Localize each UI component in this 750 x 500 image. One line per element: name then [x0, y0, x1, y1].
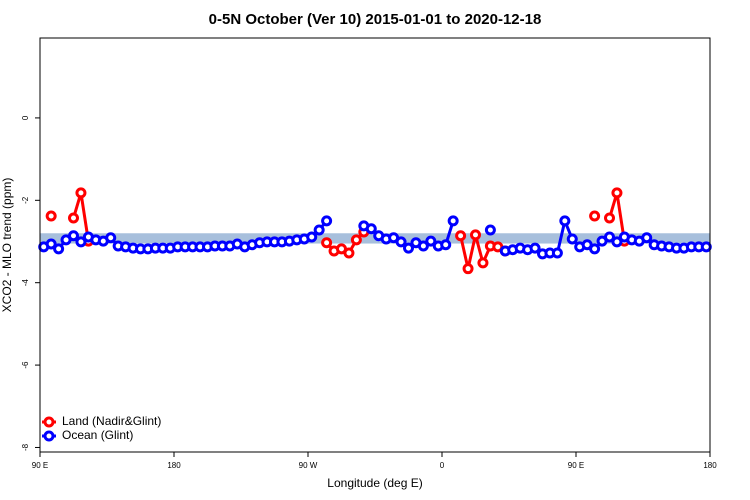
- point: [350, 234, 362, 246]
- x-tick-label: 0: [440, 461, 445, 470]
- point: [559, 215, 571, 227]
- point: [589, 210, 601, 222]
- x-tick-label: 90 W: [299, 461, 318, 470]
- x-tick-label: 90 E: [32, 461, 48, 470]
- point: [403, 242, 414, 254]
- point: [470, 229, 481, 241]
- point: [75, 236, 87, 248]
- point: [589, 243, 601, 255]
- chart-title: 0-5N October (Ver 10) 2015-01-01 to 2020…: [209, 11, 542, 28]
- point: [477, 257, 489, 269]
- point: [611, 187, 623, 199]
- x-tick-label: 180: [703, 461, 717, 470]
- point: [45, 238, 57, 250]
- point: [53, 243, 65, 255]
- legend-marker: [43, 430, 55, 442]
- x-tick-label: 180: [167, 461, 181, 470]
- point: [604, 231, 615, 243]
- y-tick-label: -4: [21, 279, 30, 287]
- point: [105, 232, 117, 244]
- point: [551, 247, 563, 259]
- legend-marker: [43, 416, 55, 428]
- y-tick-label: 0: [21, 115, 30, 120]
- point: [641, 232, 653, 244]
- legend-label: Ocean (Glint): [62, 428, 133, 442]
- point: [566, 233, 578, 245]
- y-tick-label: -8: [21, 443, 30, 451]
- point: [45, 210, 57, 222]
- point: [343, 247, 355, 259]
- x-tick-label: 90 E: [568, 461, 584, 470]
- point: [611, 236, 623, 248]
- point: [604, 212, 615, 224]
- point: [455, 230, 467, 242]
- point: [462, 263, 474, 275]
- point: [395, 236, 407, 248]
- x-axis-label: Longitude (deg E): [327, 476, 422, 490]
- point: [447, 215, 459, 227]
- point: [440, 239, 452, 251]
- point: [700, 241, 712, 253]
- y-tick-label: -2: [21, 196, 30, 204]
- point: [68, 230, 79, 242]
- point: [75, 187, 87, 199]
- point: [321, 237, 333, 249]
- point: [321, 215, 333, 227]
- point: [484, 224, 496, 236]
- point: [529, 242, 541, 254]
- point: [68, 212, 79, 224]
- point: [306, 231, 318, 243]
- legend-label: Land (Nadir&Glint): [62, 414, 161, 428]
- y-tick-label: -6: [21, 361, 30, 369]
- plot-frame: [39, 37, 711, 453]
- y-axis-label: XCO2 - MLO trend (ppm): [0, 178, 14, 313]
- point: [425, 235, 437, 247]
- point: [365, 223, 377, 235]
- point: [313, 224, 325, 236]
- point: [417, 240, 429, 252]
